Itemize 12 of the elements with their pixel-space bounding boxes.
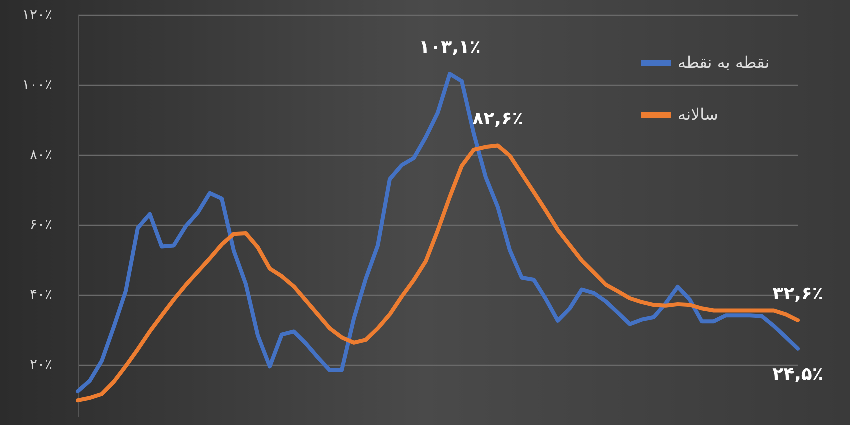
- y-tick-label: ۴۰٪: [30, 287, 52, 304]
- data-label: ۲۴,۵٪: [772, 364, 824, 385]
- legend-label: سالانه: [678, 105, 718, 124]
- data-label: ۳۲,۶٪: [772, 284, 824, 305]
- y-tick-label: ۸۰٪: [30, 147, 52, 164]
- legend-label: نقطه به نقطه: [678, 53, 770, 72]
- y-tick-label: ۱۰۰٪: [22, 77, 52, 94]
- data-label: ۱۰۳,۱٪: [419, 37, 481, 58]
- data-label: ۸۲,۶٪: [472, 108, 524, 130]
- y-tick-label: ۶۰٪: [30, 217, 52, 234]
- y-tick-label: ۲۰٪: [30, 357, 52, 374]
- y-tick-label: ۱۲۰٪: [22, 8, 52, 24]
